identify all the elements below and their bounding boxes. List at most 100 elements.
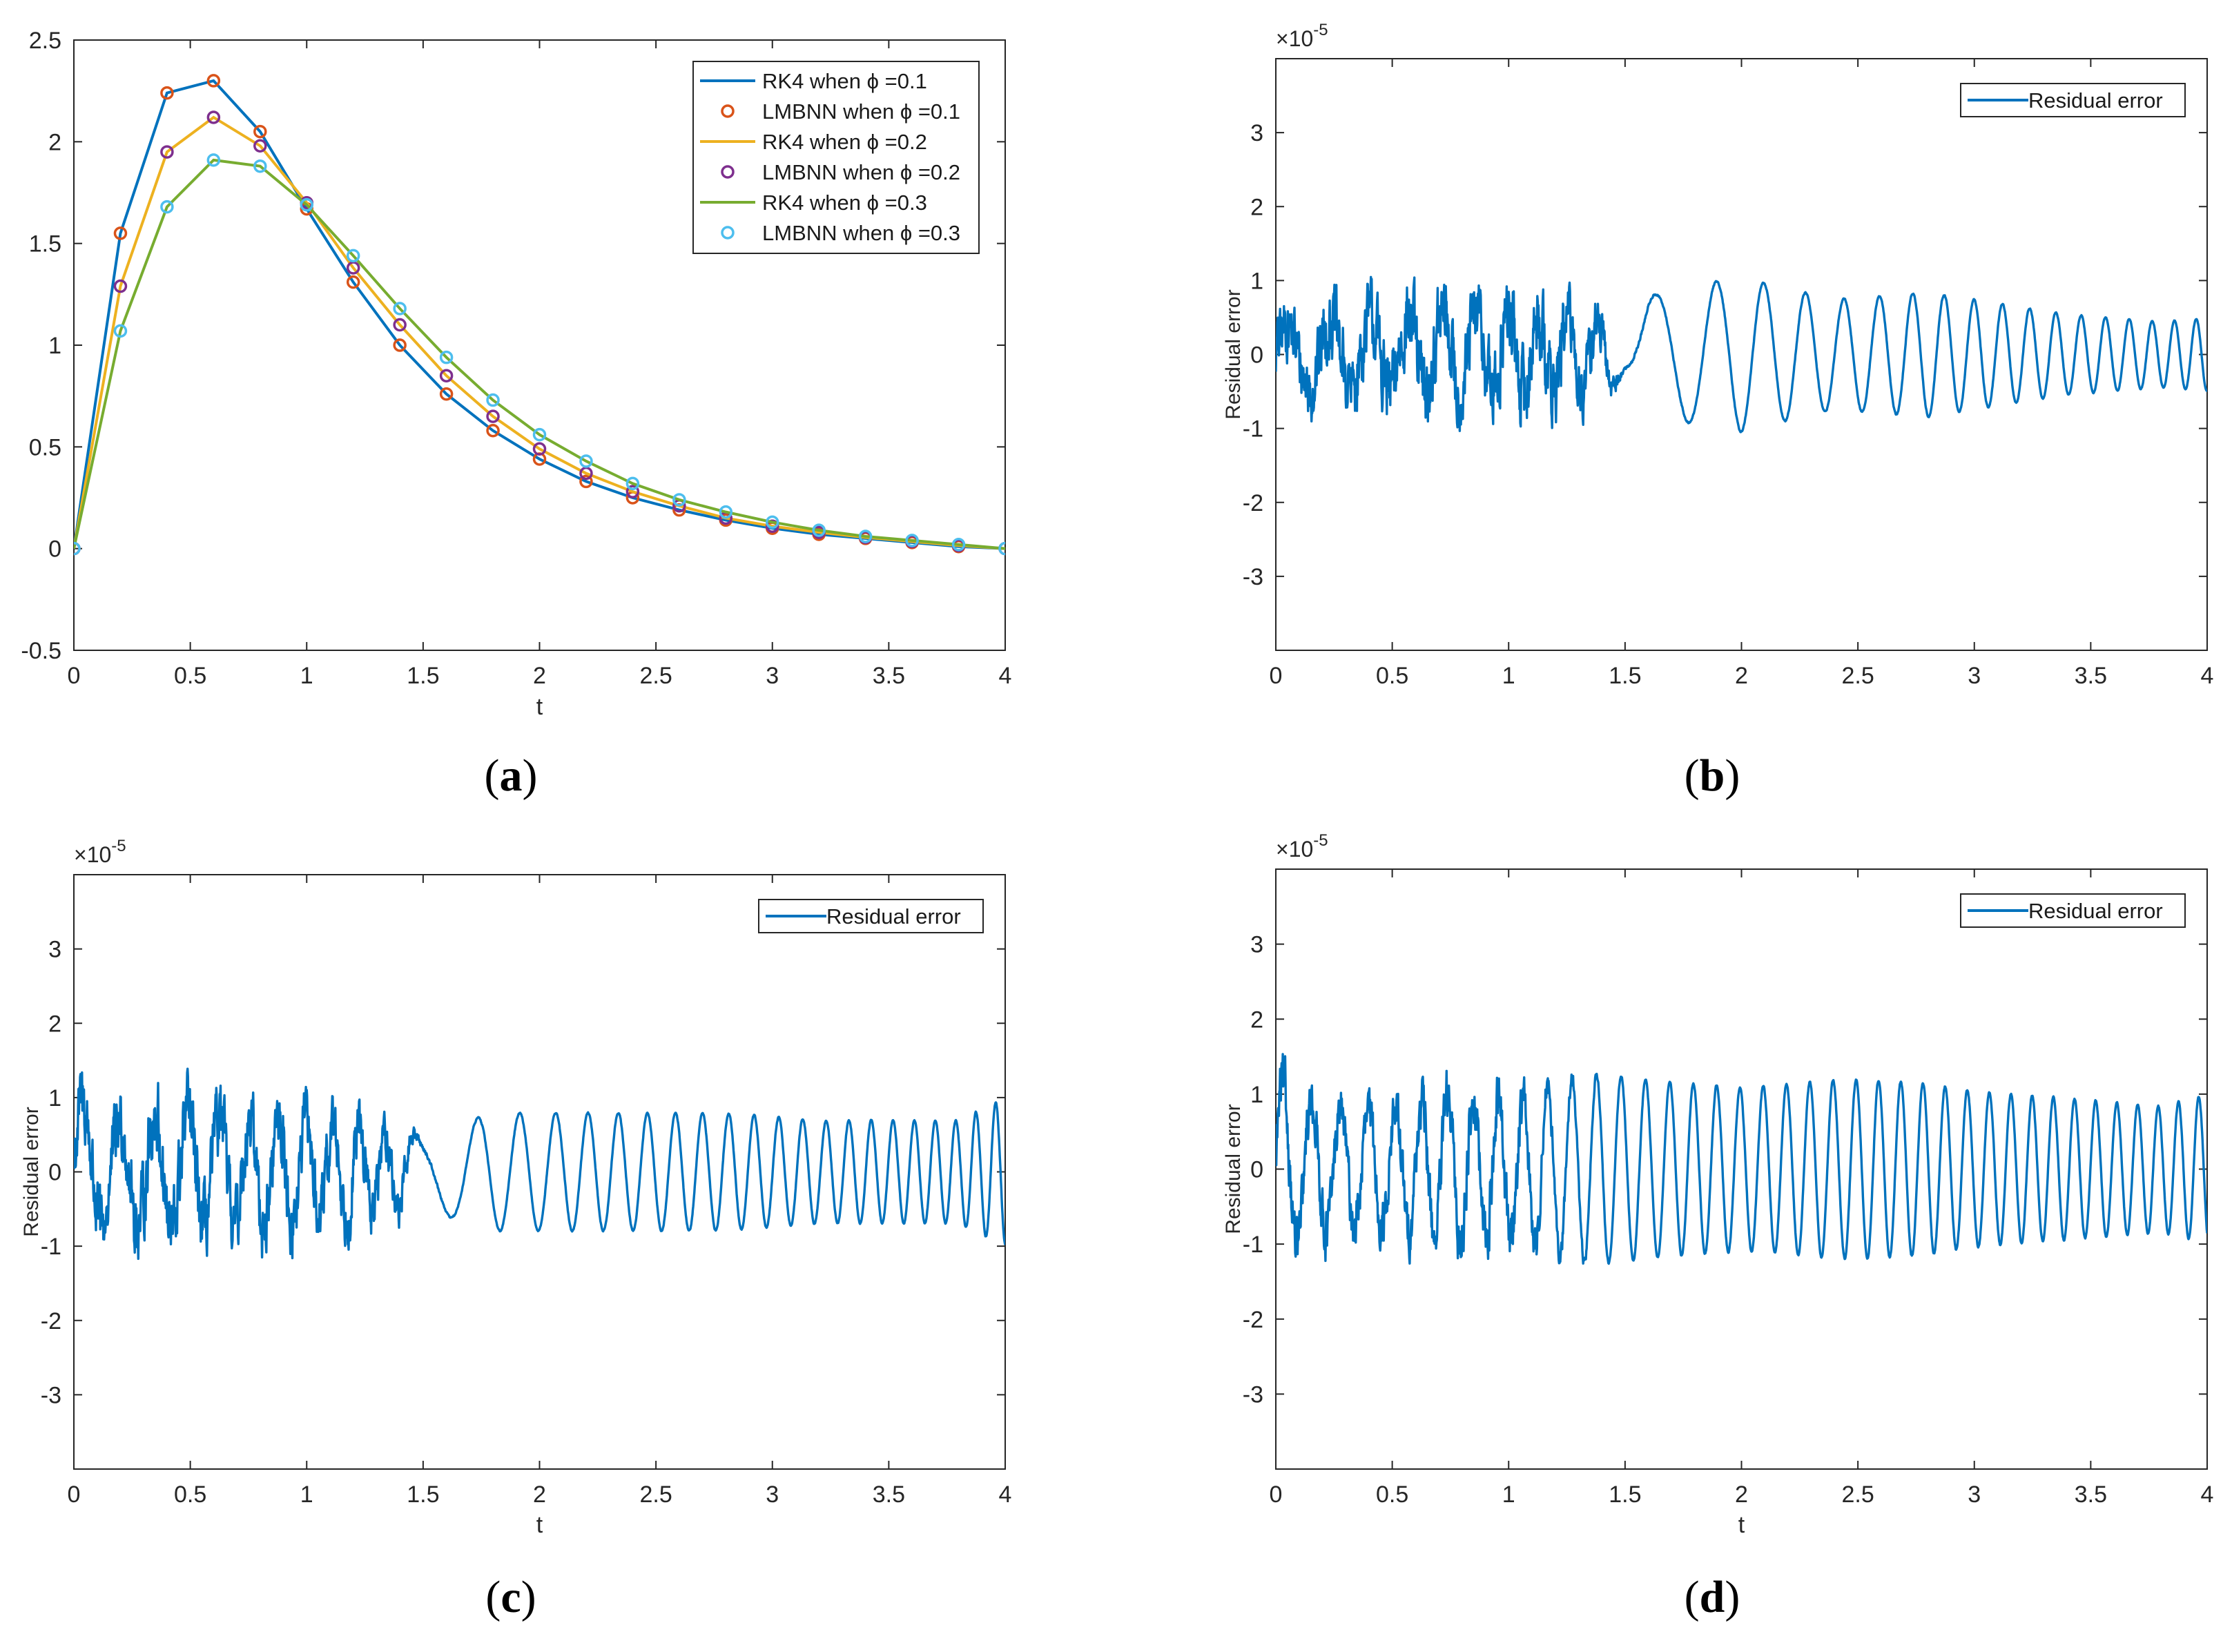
x-tick-label-a: 3.5 bbox=[873, 663, 905, 689]
x-tick-label-b: 2 bbox=[1735, 663, 1748, 689]
x-tick-label-a: 1.5 bbox=[407, 663, 439, 689]
y-exponent-label-b: ×10-5 bbox=[1276, 21, 1328, 51]
y-tick-label-d: -3 bbox=[1243, 1381, 1263, 1408]
series-marker-3 bbox=[393, 318, 407, 332]
caption-close-paren: ) bbox=[1725, 750, 1740, 801]
series-marker-5 bbox=[766, 515, 779, 529]
series-marker-1 bbox=[439, 387, 454, 401]
caption-d: (d) bbox=[1685, 1572, 1740, 1622]
x-tick-label-d: 0 bbox=[1270, 1481, 1283, 1508]
series-marker-3 bbox=[253, 139, 267, 153]
x-axis-label-d: t bbox=[1738, 1512, 1745, 1538]
x-tick-label-c: 2.5 bbox=[639, 1481, 672, 1508]
series-marker-1 bbox=[253, 124, 267, 139]
y-axis-label-d: Residual error bbox=[1222, 1104, 1245, 1234]
series-marker-5 bbox=[998, 541, 1005, 556]
exponent-base-b: ×10 bbox=[1276, 26, 1313, 51]
x-tick-label-b: 1 bbox=[1502, 663, 1515, 689]
chart-c: 0 0.5 1 1.5 2 2.5 3 3.5 4 -3 -2 -1 0 1 2 3 t Residual err… bbox=[20, 837, 1011, 1622]
x-tick-label-b: 0 bbox=[1270, 663, 1283, 689]
residual-error-line-b bbox=[1276, 275, 2207, 434]
y-tick-label-c: -2 bbox=[41, 1308, 61, 1334]
y-exponent-label-c: ×10-5 bbox=[74, 837, 126, 867]
chart-b: 0 0.5 1 1.5 2 2.5 3 3.5 4 -3 -2 -1 0 1 2 3 Residual erro… bbox=[1222, 21, 2213, 801]
plot-series-b bbox=[1276, 275, 2207, 434]
series-marker-5 bbox=[672, 493, 686, 507]
series-marker-5 bbox=[486, 393, 500, 407]
series-marker-3 bbox=[160, 145, 174, 159]
x-tick-label-c: 0 bbox=[68, 1481, 81, 1508]
series-marker-5 bbox=[160, 200, 174, 214]
caption-c: (c) bbox=[485, 1572, 536, 1622]
legend-box-c bbox=[758, 899, 984, 933]
caption-close-paren: ) bbox=[1725, 1572, 1740, 1622]
series-marker-1 bbox=[206, 74, 221, 88]
x-axis-label-c: t bbox=[536, 1512, 543, 1538]
series-marker-3 bbox=[532, 442, 547, 456]
x-tick-label-c: 1 bbox=[300, 1481, 313, 1508]
series-marker-5 bbox=[300, 197, 313, 212]
series-marker-5 bbox=[393, 302, 407, 315]
caption-b: (b) bbox=[1685, 750, 1740, 801]
plot-series-d bbox=[1276, 1053, 2207, 1265]
x-tick-label-c: 1.5 bbox=[407, 1481, 439, 1508]
y-tick-label-a: 2 bbox=[48, 129, 61, 155]
caption-close-paren: ) bbox=[521, 1572, 536, 1622]
caption-open-paren: ( bbox=[485, 750, 500, 801]
x-tick-label-d: 0.5 bbox=[1376, 1481, 1408, 1508]
y-exponent-label-d: ×10-5 bbox=[1276, 831, 1328, 862]
chart-a: 0 0.5 1 1.5 2 2.5 3 3.5 4 -0.5 0 0.5 1 1.5 2 2.5 t (a) RK4… bbox=[21, 28, 1011, 801]
series-marker-1 bbox=[113, 226, 128, 240]
caption-close-paren: ) bbox=[523, 750, 538, 801]
legend-a: RK4 when ϕ =0.1 LMBNN when ϕ =0.1 RK4 when… bbox=[692, 61, 980, 254]
series-marker-1 bbox=[393, 338, 407, 352]
x-tick-label-a: 2.5 bbox=[639, 663, 672, 689]
legend-label-c: Residual error bbox=[826, 904, 961, 929]
y-tick-label-c: 1 bbox=[48, 1085, 61, 1111]
x-tick-label-a: 0.5 bbox=[174, 663, 206, 689]
series-marker-3 bbox=[625, 485, 640, 498]
x-tick-label-d: 1 bbox=[1502, 1481, 1515, 1508]
x-tick-label-d: 4 bbox=[2201, 1481, 2214, 1508]
y-tick-label-c: -1 bbox=[41, 1234, 61, 1260]
y-tick-label-a: 0 bbox=[48, 536, 61, 563]
x-tick-label-b: 3 bbox=[1968, 663, 1981, 689]
y-tick-label-c: 2 bbox=[48, 1011, 61, 1037]
y-tick-label-d: -2 bbox=[1243, 1307, 1263, 1333]
series-marker-5 bbox=[625, 476, 640, 491]
x-axis-label-a: t bbox=[536, 694, 543, 720]
legend-label-2: RK4 when ϕ =0.2 bbox=[762, 130, 927, 154]
y-tick-label-d: 0 bbox=[1250, 1157, 1263, 1183]
series-marker-5 bbox=[439, 350, 454, 365]
series-marker-3 bbox=[766, 519, 779, 534]
plot-area-d bbox=[1275, 868, 2208, 1470]
legend-label-d: Residual error bbox=[2028, 899, 2163, 923]
y-tick-label-b: 3 bbox=[1250, 120, 1263, 146]
y-tick-label-a: 1 bbox=[48, 333, 61, 359]
plot-series-a bbox=[74, 74, 1005, 556]
y-tick-label-d: 3 bbox=[1250, 932, 1263, 958]
series-marker-1 bbox=[579, 474, 593, 489]
series-marker-5 bbox=[858, 529, 873, 543]
series-marker-3 bbox=[113, 279, 128, 293]
caption-open-paren: ( bbox=[1685, 750, 1700, 801]
series-line-4 bbox=[74, 158, 1005, 550]
legend-label-3: LMBNN when ϕ =0.2 bbox=[762, 160, 960, 184]
x-tick-label-c: 3.5 bbox=[873, 1481, 905, 1508]
series-marker-5 bbox=[346, 249, 360, 263]
plot-area-b bbox=[1275, 58, 2208, 651]
legend-d: Residual error bbox=[1960, 893, 2186, 928]
x-tick-label-c: 4 bbox=[999, 1481, 1012, 1508]
y-tick-label-c: 0 bbox=[48, 1160, 61, 1186]
series-marker-5 bbox=[206, 153, 221, 167]
series-marker-5 bbox=[532, 427, 547, 442]
legend-c: Residual error bbox=[758, 899, 984, 933]
legend-b: Residual error bbox=[1960, 83, 2186, 117]
series-marker-5 bbox=[905, 534, 919, 547]
x-tick-label-a: 3 bbox=[766, 663, 779, 689]
exponent-power-b: -5 bbox=[1313, 21, 1328, 39]
series-marker-5 bbox=[113, 324, 128, 338]
y-tick-label-b: -3 bbox=[1243, 564, 1263, 590]
y-tick-label-a: 2.5 bbox=[29, 28, 61, 54]
